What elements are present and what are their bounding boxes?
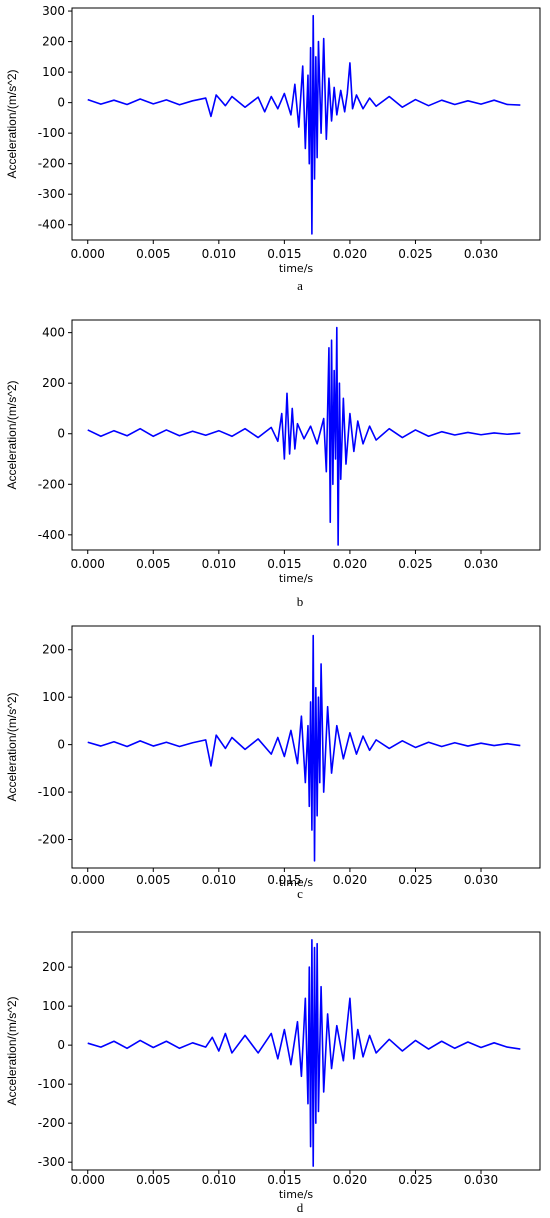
x-axis-label: time/s: [279, 1188, 314, 1201]
series-line: [87, 326, 521, 546]
x-tick-label: 0.005: [136, 873, 170, 887]
chart-panel-b: 0.000 0.005 0.010 0.015 0.020 0.025 0.030 -400 -…: [5, 319, 541, 608]
x-tick-label: 0.005: [136, 1173, 170, 1187]
y-tick-label: 200: [42, 376, 65, 390]
series-line: [87, 14, 521, 235]
x-tick-label: 0.020: [333, 557, 367, 571]
x-tick-label: 0.010: [202, 1173, 236, 1187]
y-tick-label: 0: [57, 96, 65, 110]
y-tick-label: 200: [42, 960, 65, 974]
y-tick-label: -400: [38, 218, 65, 232]
x-tick-label: 0.025: [398, 247, 432, 261]
x-tick-label: 0.030: [464, 1173, 498, 1187]
x-axis-label: time/s: [279, 572, 314, 585]
y-tick-label: 300: [42, 4, 65, 18]
x-tick-label: 0.015: [267, 1173, 301, 1187]
y-tick-label: -100: [38, 1077, 65, 1091]
chart-panel-d: 0.000 0.005 0.010 0.015 0.020 0.025 0.030 -300 -…: [5, 931, 541, 1215]
y-tick-label: 100: [42, 65, 65, 79]
y-tick-label: 100: [42, 690, 65, 704]
series-line: [87, 634, 521, 862]
x-tick-label: 0.025: [398, 873, 432, 887]
x-tick-label: 0.030: [464, 247, 498, 261]
x-tick-label: 0.000: [71, 247, 105, 261]
y-tick-label: 200: [42, 643, 65, 657]
x-tick-label: 0.015: [267, 557, 301, 571]
x-tick-label: 0.020: [333, 1173, 367, 1187]
y-tick-label: -200: [38, 1116, 65, 1130]
x-tick-label: 0.005: [136, 557, 170, 571]
plot-frame: [71, 931, 541, 1171]
y-tick-label: 400: [42, 326, 65, 340]
chart-panel-c: 0.000 0.005 0.010 0.015 0.020 0.025 0.030 -200 -…: [5, 625, 541, 901]
plot-frame: [71, 7, 541, 241]
y-tick-label: -200: [38, 157, 65, 171]
x-axis-label: time/s: [279, 876, 314, 889]
y-tick-label: 0: [57, 427, 65, 441]
x-tick-label: 0.025: [398, 557, 432, 571]
y-tick-label: 200: [42, 35, 65, 49]
y-tick-label: 100: [42, 999, 65, 1013]
x-tick-label: 0.000: [71, 873, 105, 887]
x-axis-label: time/s: [279, 262, 314, 275]
panel-caption: c: [297, 886, 303, 901]
plot-frame: [71, 625, 541, 869]
chart-panel-a: 0.000 0.005 0.010 0.015 0.020 0.025 0.030 -400 -…: [5, 4, 541, 293]
panel-caption: d: [297, 1200, 304, 1215]
x-tick-label: 0.010: [202, 873, 236, 887]
y-tick-label: -100: [38, 126, 65, 140]
x-tick-label: 0.010: [202, 557, 236, 571]
series-line: [87, 939, 521, 1167]
x-tick-label: 0.005: [136, 247, 170, 261]
y-tick-label: -400: [38, 528, 65, 542]
x-tick-label: 0.015: [267, 247, 301, 261]
y-tick-label: 0: [57, 738, 65, 752]
y-axis-label: Acceleration/(m/s^2): [5, 997, 19, 1106]
y-axis-label: Acceleration/(m/s^2): [5, 381, 19, 490]
y-axis-label: Acceleration/(m/s^2): [5, 693, 19, 802]
x-tick-label: 0.025: [398, 1173, 432, 1187]
x-tick-label: 0.020: [333, 873, 367, 887]
y-tick-label: -200: [38, 833, 65, 847]
plot-frame: [71, 319, 541, 551]
x-tick-label: 0.000: [71, 1173, 105, 1187]
y-axis-label: Acceleration/(m/s^2): [5, 70, 19, 179]
y-tick-label: -300: [38, 187, 65, 201]
y-tick-label: -300: [38, 1155, 65, 1169]
y-tick-label: -100: [38, 785, 65, 799]
x-tick-label: 0.015: [267, 873, 301, 887]
y-tick-label: -200: [38, 477, 65, 491]
panel-caption: b: [297, 594, 304, 608]
x-tick-label: 0.010: [202, 247, 236, 261]
x-tick-label: 0.030: [464, 557, 498, 571]
panel-caption: a: [297, 278, 303, 293]
x-tick-label: 0.020: [333, 247, 367, 261]
y-tick-label: 0: [57, 1038, 65, 1052]
x-tick-label: 0.000: [71, 557, 105, 571]
x-tick-label: 0.030: [464, 873, 498, 887]
